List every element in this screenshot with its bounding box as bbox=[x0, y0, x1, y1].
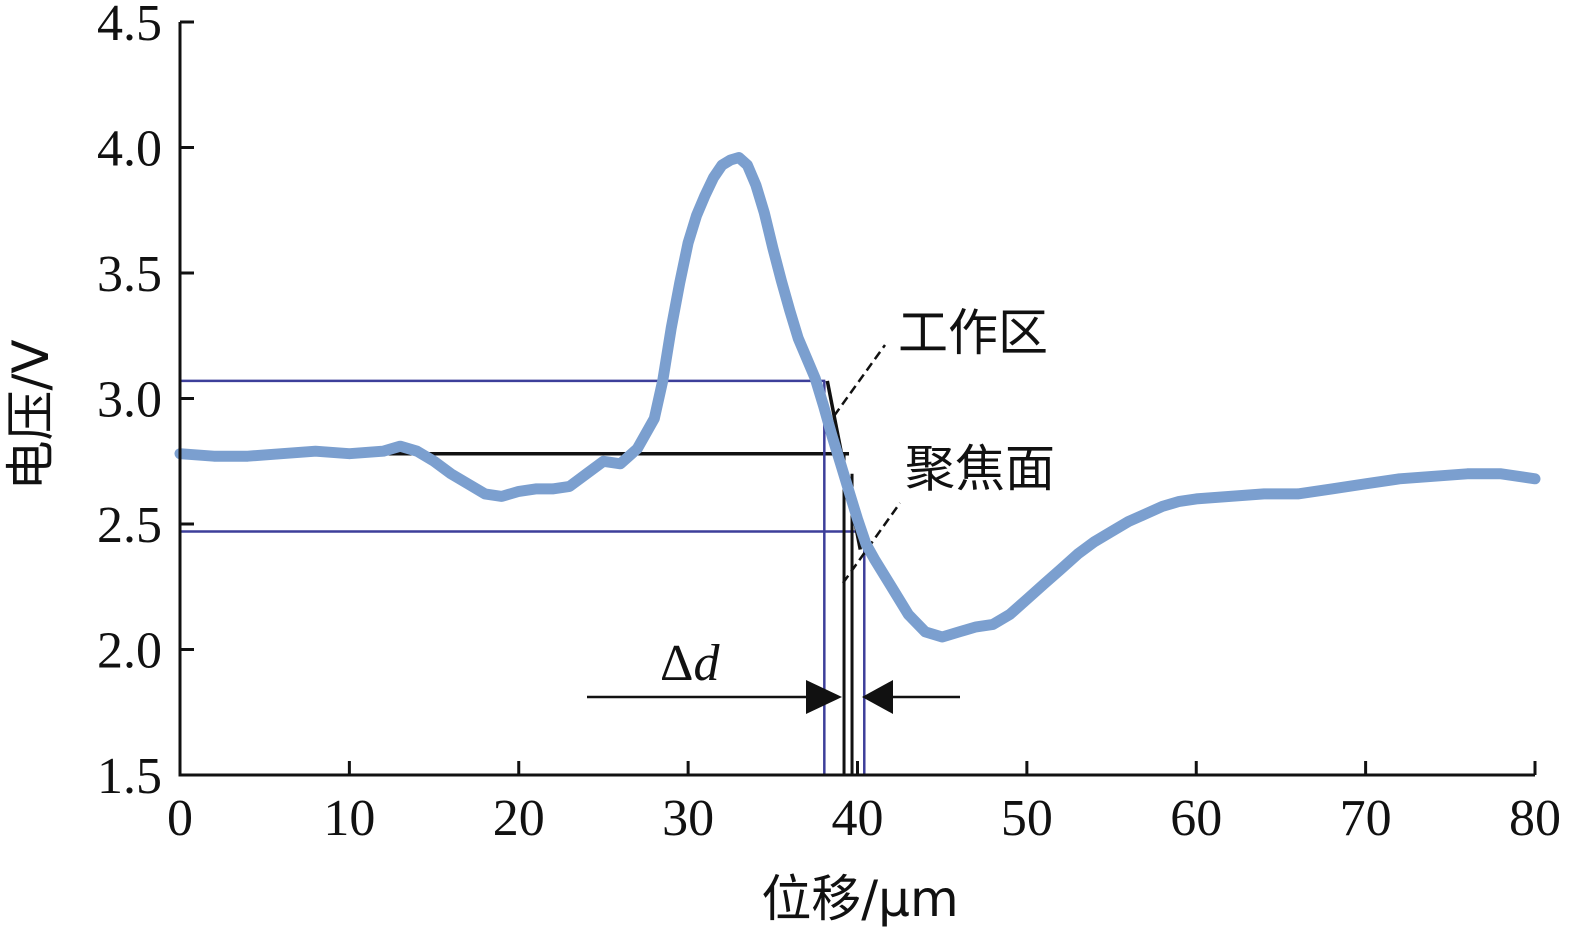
series-line bbox=[174, 152, 1541, 643]
x-tick-label: 30 bbox=[662, 790, 714, 847]
x-tick-label: 10 bbox=[323, 790, 375, 847]
x-tick-label: 40 bbox=[832, 790, 884, 847]
x-tick-label: 20 bbox=[493, 790, 545, 847]
reference-lines bbox=[180, 344, 960, 775]
y-tick-label: 3.0 bbox=[97, 372, 162, 429]
x-axis-title: 位移/μm bbox=[761, 870, 958, 928]
axes bbox=[178, 20, 1537, 777]
tick-labels: 0 10 20 30 40 50 60 70 80 1.5 2.0 2.5 3.0 3.5 4.0 4.5 bbox=[97, 0, 1561, 847]
delta-arrowhead-right bbox=[862, 680, 893, 714]
x-tick-label: 60 bbox=[1170, 790, 1222, 847]
focus-plane-label: 聚焦面 bbox=[905, 440, 1055, 498]
x-tick-label: 50 bbox=[1001, 790, 1053, 847]
y-tick-label: 3.5 bbox=[97, 246, 162, 303]
delta-d-label: Δd bbox=[660, 635, 720, 692]
x-tick-label: 70 bbox=[1340, 790, 1392, 847]
y-axis-title: 电压/V bbox=[2, 339, 60, 490]
work-zone-label: 工作区 bbox=[898, 304, 1048, 362]
delta-arrowhead-left bbox=[806, 680, 842, 714]
y-tick-label: 4.0 bbox=[97, 121, 162, 178]
x-tick-label: 80 bbox=[1509, 790, 1561, 847]
y-tick-label: 2.0 bbox=[97, 623, 162, 680]
y-tick-label: 1.5 bbox=[97, 748, 162, 805]
work-zone-leader bbox=[832, 344, 887, 417]
y-tick-label: 4.5 bbox=[97, 0, 162, 52]
y-tick-label: 2.5 bbox=[97, 497, 162, 554]
x-tick-label: 0 bbox=[167, 790, 193, 847]
